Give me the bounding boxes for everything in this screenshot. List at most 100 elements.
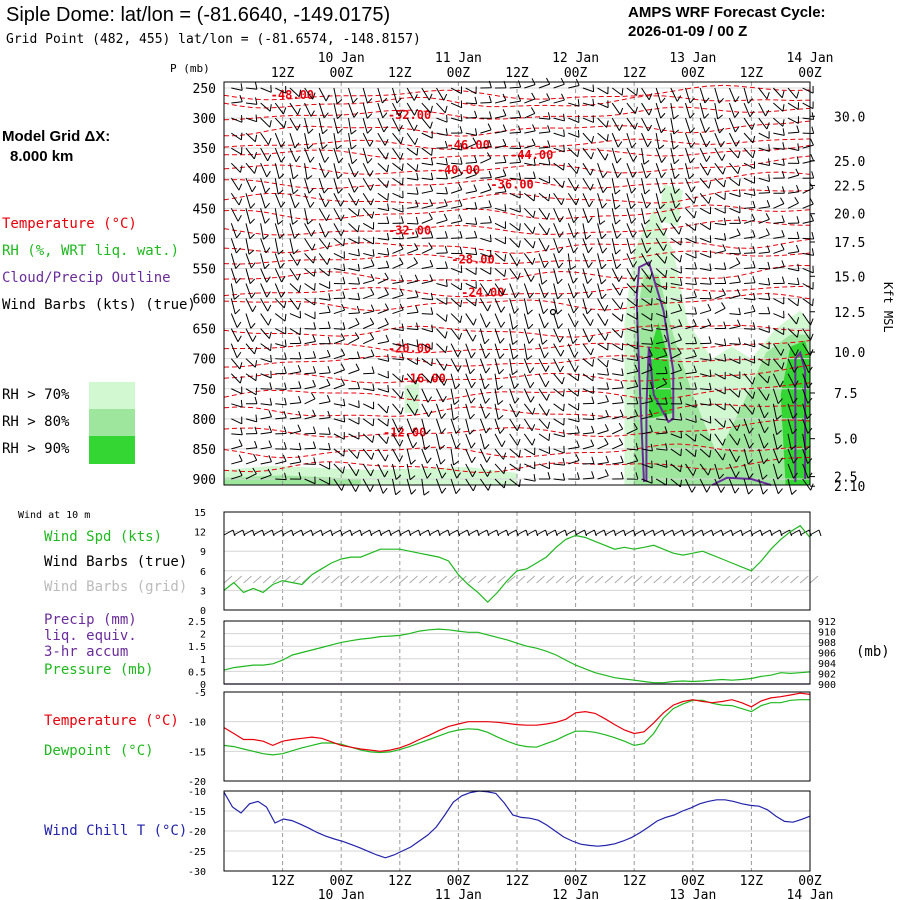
- wind-barb: [744, 260, 756, 269]
- wind-barb: [348, 248, 360, 257]
- wind-barb: [465, 373, 476, 389]
- wind-barb: [348, 332, 360, 345]
- grid-wind-barb: [575, 575, 584, 584]
- true-wind-barb: [633, 529, 644, 536]
- wind-barb: [729, 147, 741, 159]
- true-wind-barb: [262, 529, 273, 536]
- wind-barb: [231, 83, 243, 91]
- wind-barb: [553, 113, 565, 122]
- wind-barb: [362, 317, 375, 330]
- wind-barb: [465, 168, 477, 179]
- wind-barb: [450, 388, 460, 405]
- wind-barb: [289, 310, 302, 319]
- wind-barb: [392, 288, 404, 300]
- wind-barb: [421, 324, 434, 333]
- wind-barb: [260, 313, 272, 326]
- bottom-hour-label: 00Z: [329, 874, 353, 889]
- wind-barb: [289, 395, 302, 405]
- wind-barb: [377, 216, 390, 224]
- wind-barb: [333, 208, 345, 222]
- model-grid-value: 8.000 km: [10, 148, 74, 165]
- wind-barb: [729, 403, 741, 414]
- temperature-contour-label: -36.00: [490, 177, 533, 191]
- wind-barb: [377, 247, 390, 256]
- wind-barb: [260, 193, 271, 209]
- wind-barb: [568, 472, 580, 480]
- temperature-contour-label: -20.00: [388, 341, 431, 355]
- wind-barb: [641, 253, 653, 267]
- wind-barb: [714, 433, 726, 446]
- wind-barb: [421, 418, 431, 435]
- wind-barb: [802, 126, 815, 134]
- wind-barb: [304, 178, 314, 194]
- wind-barb: [538, 223, 550, 235]
- wind-barb: [700, 263, 712, 272]
- wind-barb: [758, 306, 771, 315]
- wind-barb: [318, 477, 331, 485]
- wind-barb: [436, 313, 448, 322]
- wind-barb: [377, 334, 390, 345]
- wind-barb: [260, 382, 273, 390]
- precip-panel-tick-label: 1.5: [188, 642, 206, 653]
- wind-barb: [421, 292, 434, 301]
- wind-barb: [304, 87, 316, 100]
- wind-barb: [773, 327, 785, 336]
- wind-barb: [699, 117, 710, 133]
- wind-barb: [729, 356, 741, 364]
- wind-barb: [436, 171, 448, 180]
- wind-barb: [318, 238, 331, 250]
- wind-barb: [626, 325, 639, 334]
- wind-barb: [245, 268, 256, 285]
- wind-barb: [538, 238, 550, 252]
- grid-wind-barb: [516, 575, 526, 584]
- wind-barb: [685, 277, 697, 286]
- wind-barb: [406, 339, 419, 348]
- wind-barb: [802, 138, 814, 149]
- grid-wind-barb: [751, 575, 760, 584]
- wind-barb: [612, 409, 624, 420]
- wind-barb: [275, 366, 287, 375]
- pressure-tick-label: 700: [193, 353, 216, 368]
- wind-barb: [450, 328, 463, 340]
- wind-barb: [744, 230, 756, 239]
- wind-barb: [626, 253, 638, 268]
- wind-barb: [509, 94, 522, 104]
- temperature-contour: [223, 456, 811, 474]
- wind-barb: [509, 238, 521, 248]
- wind-barb: [553, 373, 565, 385]
- wind-barb: [685, 349, 697, 360]
- top-hour-label: 12Z: [740, 66, 764, 81]
- wind-barb: [553, 328, 564, 343]
- wind-barb: [319, 321, 331, 330]
- wind-barb: [670, 117, 680, 135]
- wind-barb: [377, 147, 389, 160]
- wind-barb: [451, 246, 463, 255]
- wind-barb: [538, 388, 550, 401]
- wind-barb: [611, 313, 624, 322]
- wind-barb: [538, 298, 549, 315]
- true-wind-barb: [721, 529, 732, 536]
- wind-barb: [348, 222, 360, 233]
- wind-barb: [377, 478, 388, 494]
- wind-barb: [582, 358, 595, 367]
- wind-barb: [494, 403, 504, 420]
- wind-barb: [304, 283, 316, 291]
- temperature-contour: [223, 292, 811, 312]
- wind-barb: [567, 162, 580, 174]
- wind-barb: [260, 410, 273, 420]
- wind-barb: [524, 107, 536, 119]
- wind-barb: [494, 138, 507, 149]
- cloud-outline: [711, 476, 772, 486]
- wind-barb: [743, 87, 754, 104]
- wind-barb: [714, 288, 726, 300]
- wind-barb: [802, 231, 815, 240]
- wind-barb: [699, 235, 712, 244]
- wind-barb: [289, 327, 301, 336]
- wind-barb: [260, 178, 271, 194]
- wind-barb: [260, 468, 272, 480]
- true-wind-barb: [340, 529, 351, 536]
- grid-wind-barb: [731, 575, 741, 584]
- height-tick-label: 10.0: [834, 346, 865, 361]
- wind-barb: [318, 102, 329, 119]
- wind-barb: [582, 238, 593, 254]
